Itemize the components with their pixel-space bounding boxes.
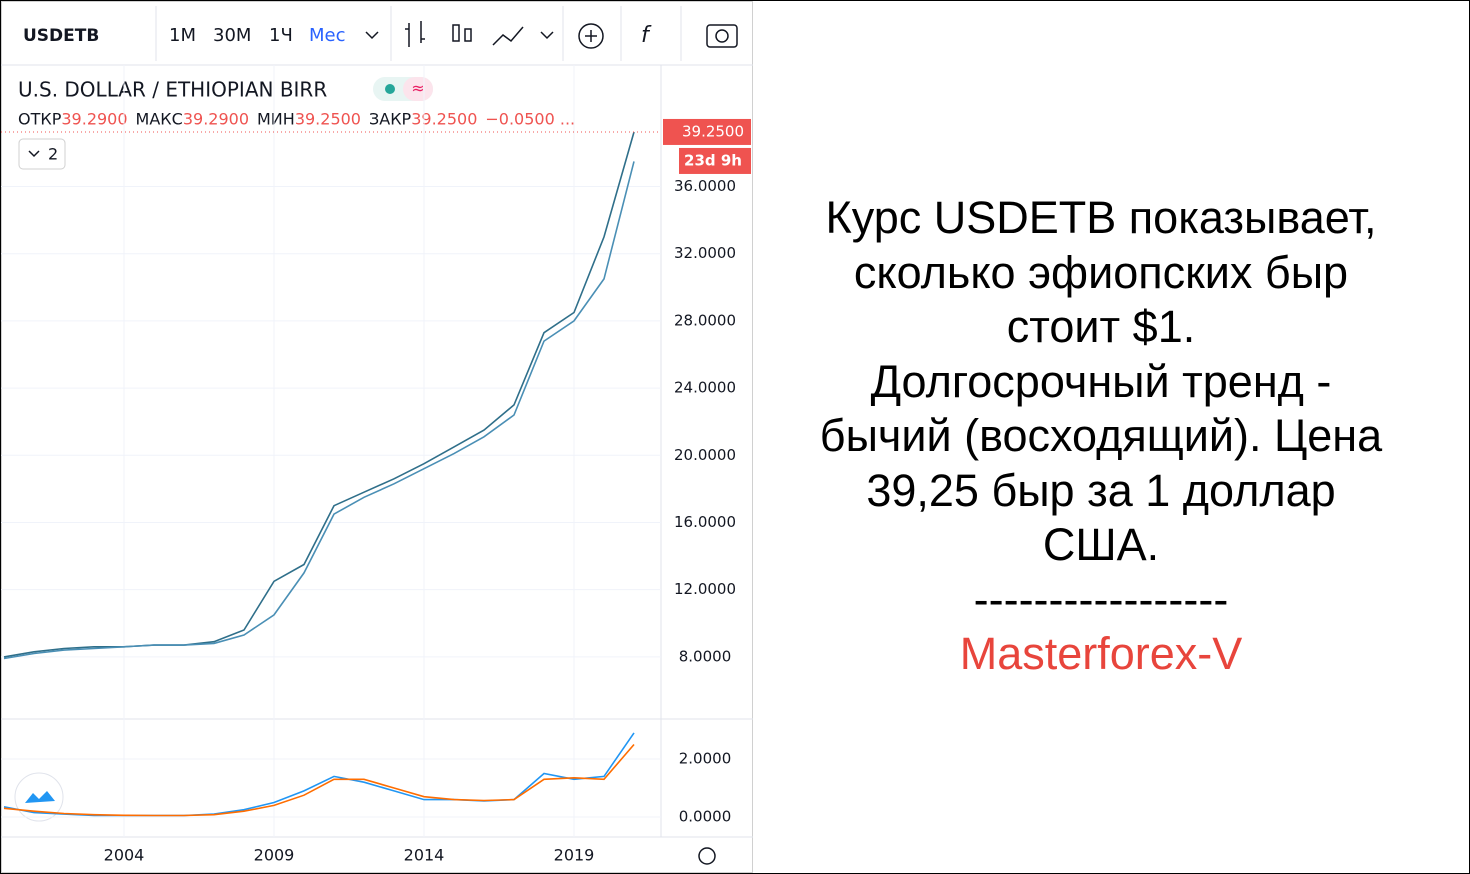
price-tag-label: 39.2500 xyxy=(682,122,744,140)
annotation-line: стоит $1. xyxy=(1006,301,1196,352)
annotation-line: бычий (восходящий). Цена xyxy=(819,410,1383,461)
price-tag xyxy=(663,118,751,145)
candle-icon[interactable] xyxy=(452,24,460,42)
y-tick-label: 16.0000 xyxy=(674,513,736,531)
change: −0.0500 ... xyxy=(485,110,575,129)
signature: Masterforex-V xyxy=(959,628,1243,679)
annotation-line: сколько эфиопских быр xyxy=(853,246,1349,298)
annotation: Курс USDETB показывает, сколько эфиопских… xyxy=(771,191,1431,682)
logo[interactable] xyxy=(14,772,64,822)
field-value: 39.2500 xyxy=(411,110,477,129)
chart-frame xyxy=(1,1,753,873)
series-line xyxy=(3,161,635,660)
x-tick-label: 2019 xyxy=(554,846,595,865)
price-tag-label: 23d 9h xyxy=(684,151,742,169)
area-icon[interactable] xyxy=(492,26,524,46)
settings-icon[interactable] xyxy=(698,847,716,865)
pane-toggle[interactable] xyxy=(18,138,66,170)
y-tick-label: 32.0000 xyxy=(674,244,736,262)
series-line xyxy=(3,131,635,658)
bars-icon[interactable] xyxy=(405,21,425,47)
series-line xyxy=(3,743,635,817)
price-tag xyxy=(679,147,751,174)
y-tick-label: 36.0000 xyxy=(674,177,736,195)
field-value: 39.2900 xyxy=(61,110,127,129)
y-tick-label: 12.0000 xyxy=(674,580,736,598)
y-tick-label: 28.0000 xyxy=(674,311,736,329)
dropdown[interactable] xyxy=(540,31,554,40)
legend-title: U.S. DOLLAR / ETHIOPIAN BIRR xyxy=(18,78,327,102)
field-label: МИН xyxy=(257,110,295,129)
x-tick-label: 2014 xyxy=(404,846,445,865)
indicators-icon[interactable]: f xyxy=(641,23,652,48)
camera-icon[interactable] xyxy=(706,24,738,48)
interval[interactable]: Мес xyxy=(309,25,346,46)
svg-text:≈: ≈ xyxy=(411,79,424,98)
interval[interactable]: 1M xyxy=(169,25,196,46)
annotation-line: Долгосрочный тренд - xyxy=(870,355,1332,407)
interval[interactable]: 30M xyxy=(213,25,251,46)
annotation-line: ----------------- xyxy=(973,573,1229,625)
chart: USDETB f U.S. DOLLAR / ETHIOPIAN BIRR ≈ … xyxy=(1,1,753,873)
y-tick-label: 20.0000 xyxy=(674,446,736,464)
add-icon[interactable] xyxy=(578,23,604,49)
annotation-line: 39,25 быр за 1 доллар xyxy=(866,464,1336,516)
field-label: МАКС xyxy=(136,110,183,129)
y-tick-label: 8.0000 xyxy=(679,647,732,665)
field-label: ЗАКР xyxy=(369,110,412,129)
field-value: 39.2500 xyxy=(295,110,361,129)
pane-count: 2 xyxy=(48,145,58,164)
field-label: ОТКР xyxy=(18,110,62,129)
annotation-line: Курс USDETB показывает, xyxy=(825,192,1377,243)
y-tick-label: 24.0000 xyxy=(674,379,736,397)
interval[interactable]: 1Ч xyxy=(269,25,293,46)
y-tick-label: 0.0000 xyxy=(679,807,732,825)
x-tick-label: 2009 xyxy=(254,846,295,865)
symbol[interactable]: USDETB xyxy=(23,26,99,46)
x-tick-label: 2004 xyxy=(104,846,145,865)
annotation-line: США. xyxy=(1042,519,1160,570)
y-tick-label: 2.0000 xyxy=(679,749,732,767)
field-value: 39.2900 xyxy=(183,110,249,129)
dropdown[interactable] xyxy=(365,31,379,40)
